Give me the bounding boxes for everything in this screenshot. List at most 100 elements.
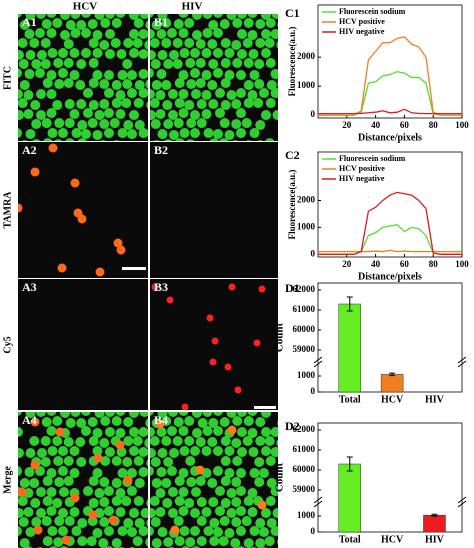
cell [53, 537, 64, 548]
x-axis-label: Distance/pixels [358, 132, 422, 143]
cell [203, 526, 214, 537]
cell [184, 436, 195, 447]
cell [41, 19, 52, 30]
cell [179, 48, 190, 59]
cell [247, 14, 258, 18]
cell [6, 537, 16, 547]
y-tick-label: 62000 [293, 424, 316, 434]
row-label: Merge [2, 466, 13, 494]
cell [46, 468, 57, 479]
y-tick-label: 0 [311, 248, 316, 258]
cell [25, 50, 36, 61]
cell [196, 516, 207, 527]
cell [144, 438, 148, 448]
cell [41, 118, 52, 129]
cell [77, 120, 88, 131]
cell [99, 40, 110, 51]
cell [111, 416, 122, 427]
cell [242, 436, 253, 447]
cell [18, 38, 28, 49]
cell [105, 14, 115, 19]
cell [190, 508, 200, 519]
cell [127, 486, 137, 497]
cell [153, 140, 160, 141]
image-background [18, 279, 148, 410]
cell [70, 412, 81, 417]
cell [18, 59, 29, 70]
cell [18, 110, 24, 121]
labeled-cell [253, 339, 261, 347]
cell [202, 412, 213, 417]
cell [76, 20, 87, 31]
cell [232, 58, 243, 69]
cell [36, 487, 46, 498]
x-tick-label: HCV [381, 534, 404, 545]
cell [277, 539, 278, 545]
x-tick-label: 80 [429, 259, 439, 269]
cell [46, 89, 57, 100]
cell [69, 507, 80, 518]
cell [71, 128, 82, 139]
cell [24, 69, 35, 80]
cell [270, 88, 278, 99]
cell [173, 118, 184, 129]
cell [69, 70, 80, 81]
cell [36, 412, 46, 417]
cell [129, 48, 139, 59]
cell [213, 28, 223, 39]
cell [92, 70, 103, 81]
labeled-cell [55, 427, 65, 437]
cell [42, 476, 53, 487]
cell [169, 448, 179, 459]
cell [265, 138, 275, 141]
scale-bar [254, 406, 276, 409]
cell [231, 477, 242, 488]
cell [172, 59, 183, 70]
cell [237, 447, 247, 458]
cell [69, 446, 80, 457]
cell [2, 90, 12, 100]
cell [83, 88, 93, 99]
cell [99, 119, 110, 130]
cell [111, 98, 122, 109]
cell [226, 508, 237, 519]
y-tick-label: 59000 [293, 344, 316, 354]
cell [201, 446, 212, 457]
cell [99, 438, 110, 449]
cell [64, 118, 75, 129]
cell [65, 418, 76, 429]
cell [253, 98, 264, 109]
micrograph [150, 279, 278, 410]
cell [46, 412, 57, 416]
cell [92, 446, 103, 457]
cell [92, 48, 103, 59]
cell [75, 437, 86, 448]
labeled-cell [211, 337, 219, 345]
cell [201, 48, 212, 59]
cell [58, 68, 68, 79]
cell [270, 69, 278, 80]
image-background [18, 142, 148, 278]
cell [156, 69, 167, 80]
cell [92, 468, 103, 479]
y-tick-label: 0 [311, 526, 316, 536]
cell [100, 140, 107, 141]
cell [207, 437, 218, 448]
cell [265, 496, 276, 507]
cell [270, 486, 278, 497]
cell [40, 457, 51, 468]
cell [226, 14, 237, 20]
cell [191, 487, 201, 498]
axis-break [313, 500, 323, 508]
cell [185, 456, 196, 467]
cell [178, 412, 189, 416]
cell [2, 108, 12, 118]
plot-frame [317, 422, 463, 533]
cell [203, 128, 214, 139]
cell [21, 140, 28, 141]
cell [42, 536, 53, 547]
labeled-cell [224, 363, 232, 371]
cell [220, 38, 231, 49]
cell [64, 516, 75, 527]
cell [261, 446, 271, 457]
